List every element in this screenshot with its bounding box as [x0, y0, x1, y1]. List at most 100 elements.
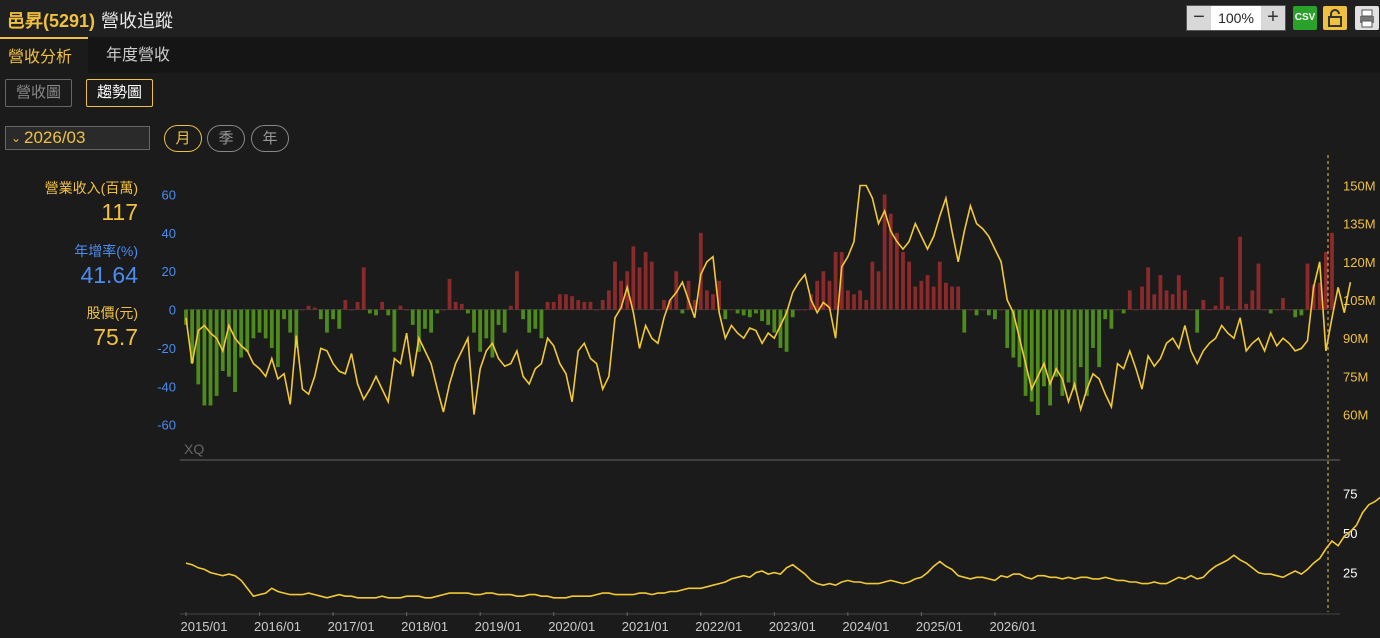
- yoy-bar: [410, 309, 415, 325]
- yoy-bar: [404, 309, 409, 311]
- lock-icon[interactable]: [1323, 6, 1347, 30]
- revenue-tick-label: 60M: [1343, 408, 1368, 423]
- yoy-bar: [1127, 290, 1132, 310]
- price-line: [185, 496, 1380, 599]
- yoy-bar: [282, 309, 286, 320]
- yoy-bar: [533, 309, 538, 329]
- pill-year[interactable]: 年: [251, 125, 289, 152]
- revenue-value: 117: [101, 199, 138, 225]
- yoy-bar: [386, 309, 391, 316]
- yoy-bar: [711, 294, 715, 310]
- yoy-bar: [1330, 232, 1334, 310]
- yoy-bar: [551, 301, 556, 310]
- yoy-bar: [698, 232, 703, 310]
- revenue-chart-button[interactable]: 營收圖: [5, 79, 73, 107]
- yoy-bar: [1103, 309, 1108, 320]
- yoy-bar: [937, 261, 942, 310]
- zoom-in-button[interactable]: +: [1261, 6, 1285, 30]
- yoy-bar: [570, 296, 574, 310]
- zoom-out-button[interactable]: −: [1187, 6, 1211, 30]
- yoy-bar: [1274, 309, 1279, 311]
- yoy-bar: [1238, 236, 1242, 310]
- tab-revenue-analysis[interactable]: 營收分析: [0, 37, 88, 73]
- yoy-bar: [380, 301, 385, 310]
- yoy-bar: [233, 309, 237, 393]
- yoy-bar: [1317, 282, 1322, 310]
- yoy-bar: [999, 309, 1003, 311]
- yoy-bar: [815, 280, 820, 310]
- yoy-bar: [925, 275, 930, 310]
- yoy-bar: [355, 301, 360, 310]
- yoy-bar: [1072, 309, 1077, 391]
- yoy-bar: [1201, 300, 1206, 310]
- yoy-bar: [594, 309, 599, 311]
- yoy-bar: [1140, 286, 1144, 310]
- yoy-bar: [423, 309, 427, 329]
- yoy-bar: [876, 271, 881, 310]
- tab-bar: 營收分析 年度營收: [0, 37, 1380, 73]
- yoy-bar: [269, 309, 274, 348]
- pill-month[interactable]: 月: [164, 125, 202, 152]
- yoy-bar: [484, 309, 489, 339]
- date-select[interactable]: ⌄ 2026/03: [5, 126, 150, 150]
- yoy-bar: [343, 300, 348, 310]
- yoy-bar: [729, 309, 734, 311]
- yoy-bar: [606, 290, 611, 310]
- yoy-bar: [1011, 309, 1016, 358]
- revenue-tick-label: 75M: [1343, 369, 1368, 384]
- yoy-bar: [214, 309, 219, 396]
- yoy-bar: [1054, 309, 1059, 377]
- yoy-bar: [845, 290, 850, 310]
- yoy-tick-label: 20: [162, 264, 176, 279]
- yoy-bar: [416, 309, 421, 352]
- trend-chart-button[interactable]: 趨勢圖: [86, 79, 154, 107]
- tab-annual-revenue[interactable]: 年度營收: [106, 47, 171, 64]
- yoy-bar: [613, 261, 617, 310]
- yoy-bar: [864, 300, 869, 310]
- yoy-bar: [521, 309, 525, 320]
- yoy-bar: [600, 300, 605, 310]
- print-icon[interactable]: [1355, 6, 1379, 30]
- yoy-bar: [1225, 305, 1230, 310]
- chevron-down-icon: ⌄: [11, 131, 22, 145]
- yoy-bar: [245, 309, 250, 352]
- price-tick-label: 75: [1343, 487, 1357, 502]
- yoy-bar: [1195, 309, 1200, 333]
- yoy-bar: [312, 307, 317, 310]
- yoy-bar: [803, 309, 807, 311]
- yoy-bar: [1256, 263, 1261, 310]
- price-value: 75.7: [93, 324, 138, 350]
- yoy-tick-label: 40: [162, 226, 176, 241]
- pill-quarter[interactable]: 季: [207, 125, 245, 152]
- yoy-bar: [1287, 309, 1292, 311]
- yoy-bar: [1305, 263, 1310, 310]
- yoy-bar: [852, 294, 856, 310]
- yoy-bar: [337, 309, 342, 329]
- yoy-bar: [754, 309, 758, 314]
- title-bar: 邑昇(5291) 營收追蹤 − 100% + CSV: [0, 0, 1380, 37]
- yoy-bar: [760, 309, 764, 322]
- yoy-bar: [1311, 284, 1316, 310]
- yoy-bar: [1232, 309, 1236, 311]
- yoy-bar: [435, 309, 440, 314]
- yoy-tick-label: -40: [157, 379, 176, 394]
- yoy-bar: [950, 286, 954, 310]
- yoy-bar: [557, 294, 562, 310]
- zoom-control: − 100% +: [1186, 5, 1286, 31]
- yoy-tick-label: 60: [162, 188, 176, 203]
- price-tick-label: 25: [1343, 566, 1357, 581]
- yoy-bar: [944, 282, 948, 310]
- yoy-bar: [962, 309, 967, 333]
- yoy-bar: [263, 309, 268, 339]
- yoy-bar: [778, 309, 783, 348]
- yoy-bar: [1048, 309, 1052, 406]
- xq-watermark: XQ: [184, 441, 204, 457]
- csv-export-button[interactable]: CSV: [1293, 6, 1317, 30]
- yoy-bar: [1268, 309, 1273, 314]
- yoy-bar: [1323, 252, 1328, 310]
- revenue-tick-label: 90M: [1343, 331, 1368, 346]
- trend-chart: 60 40 20 0 -20 -40 -60 150M 135M 120M 105M 90M 75M 60…: [157, 155, 1380, 634]
- yoy-bar: [796, 309, 801, 311]
- revenue-label: 營業收入(百萬): [44, 180, 138, 196]
- yoy-bar: [655, 309, 660, 311]
